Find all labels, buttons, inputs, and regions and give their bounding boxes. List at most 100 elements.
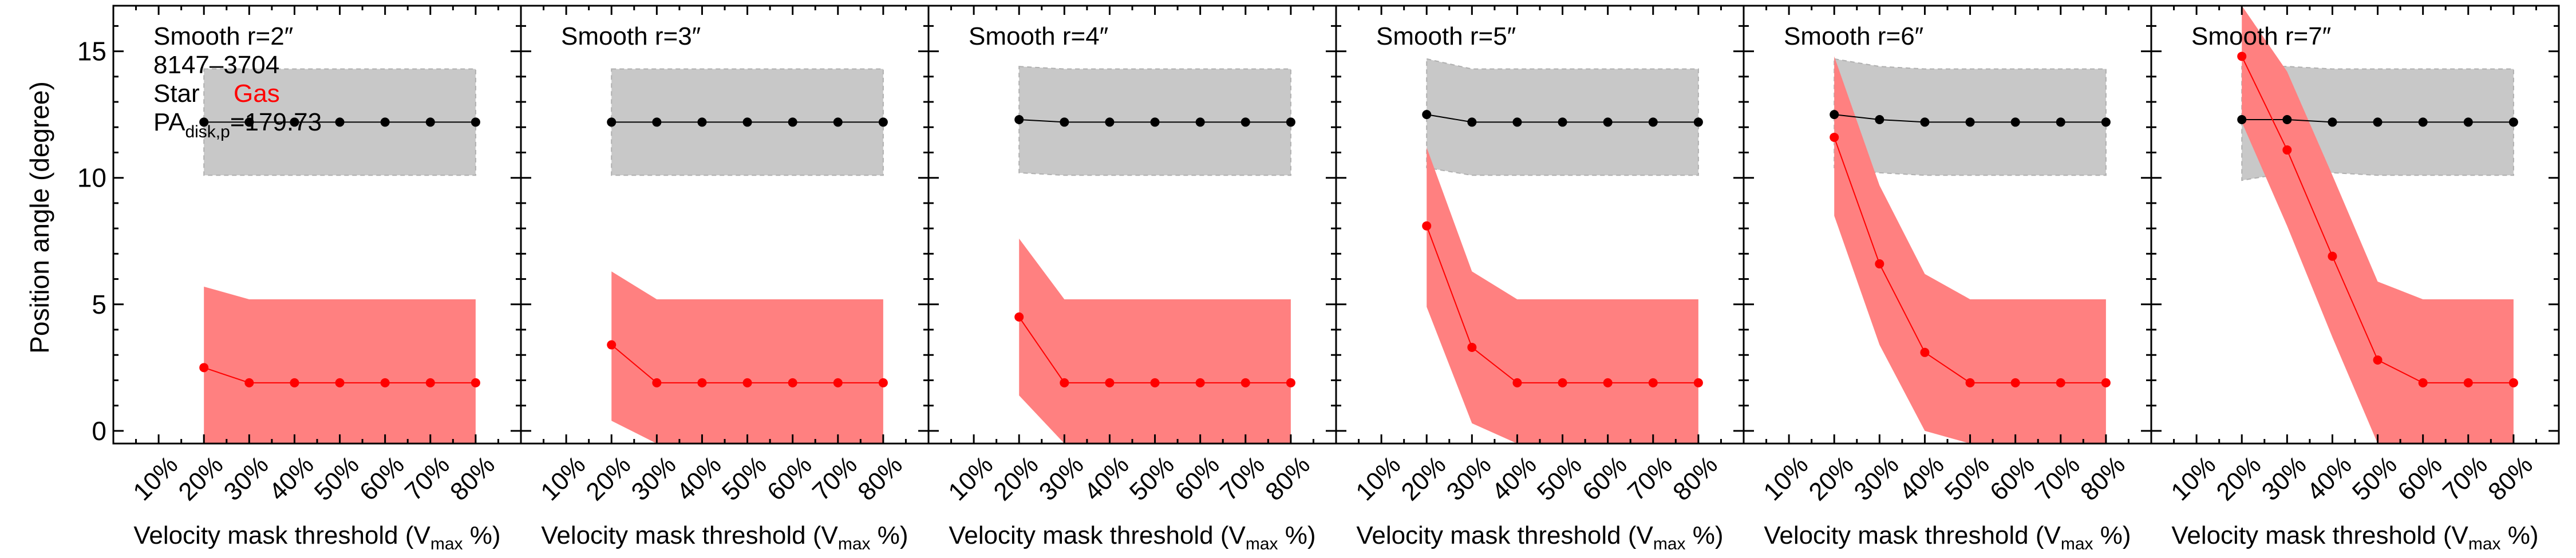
x-tick-label: 10% xyxy=(943,450,998,506)
x-axis-label: Velocity mask threshold (Vmax %) xyxy=(1764,521,2131,553)
x-tick-label: 40% xyxy=(264,450,319,506)
x-tick-label: 80% xyxy=(1668,450,1723,506)
star-point xyxy=(1286,117,1295,127)
x-tick-label: 50% xyxy=(309,450,365,506)
x-axis-label: Velocity mask threshold (Vmax %) xyxy=(949,521,1315,553)
x-tick-label: 20% xyxy=(988,450,1044,506)
panel-title: Smooth r=6″ xyxy=(1784,22,1923,50)
star-point xyxy=(1603,117,1613,127)
x-tick-label: 20% xyxy=(580,450,636,506)
star-point xyxy=(1830,110,1839,120)
star-point xyxy=(2508,117,2518,127)
x-tick-label: 40% xyxy=(1894,450,1950,506)
gas-point xyxy=(1060,378,1069,387)
x-tick-label: 70% xyxy=(807,450,863,506)
plot-area xyxy=(1014,66,1295,444)
star-error-band xyxy=(1834,58,2107,176)
x-tick-label: 60% xyxy=(354,450,410,506)
gas-error-band xyxy=(2242,6,2514,444)
gas-point xyxy=(697,378,707,387)
x-tick-label: 60% xyxy=(2392,450,2448,506)
legend-star: Star xyxy=(153,80,200,108)
gas-point xyxy=(1195,378,1205,387)
x-tick-label: 20% xyxy=(2211,450,2266,506)
panel-title: Smooth r=4″ xyxy=(969,22,1108,50)
x-tick-label: 20% xyxy=(1396,450,1451,506)
star-point xyxy=(1648,117,1658,127)
star-point xyxy=(1512,117,1522,127)
gas-point xyxy=(1558,378,1567,387)
star-point xyxy=(742,117,752,127)
gas-point xyxy=(1105,378,1115,387)
star-point xyxy=(2418,117,2428,127)
star-point xyxy=(788,117,797,127)
gas-error-band xyxy=(1427,147,1698,444)
x-tick-label: 10% xyxy=(1758,450,1814,506)
x-tick-label: 10% xyxy=(1350,450,1406,506)
star-point xyxy=(1105,117,1115,127)
gas-error-band xyxy=(611,271,883,444)
panel-2: 10%20%30%40%50%60%70%80% Velocity mask th… xyxy=(520,5,930,553)
x-tick-label: 50% xyxy=(1939,450,1995,506)
gas-point xyxy=(2508,378,2518,387)
star-point xyxy=(2010,117,2020,127)
x-tick-label: 50% xyxy=(1532,450,1587,506)
gas-point xyxy=(1693,378,1703,387)
gas-point xyxy=(788,378,797,387)
gas-point xyxy=(1467,342,1477,352)
gas-point xyxy=(2101,378,2111,387)
gas-point xyxy=(1422,221,1432,231)
y-tick-label: 15 xyxy=(77,37,106,66)
gas-point xyxy=(2418,378,2428,387)
gas-point xyxy=(607,340,617,350)
gas-point xyxy=(652,378,662,387)
panel-title: Smooth r=5″ xyxy=(1376,22,1516,50)
x-axis-label: Velocity mask threshold (Vmax %) xyxy=(1356,521,1723,553)
star-point xyxy=(1060,117,1069,127)
gas-point xyxy=(1240,378,1250,387)
x-tick-label: 30% xyxy=(2257,450,2312,506)
x-tick-label: 40% xyxy=(2302,450,2357,506)
gas-error-band xyxy=(1834,56,2106,444)
gas-point xyxy=(878,378,888,387)
x-tick-label: 30% xyxy=(1034,450,1089,506)
x-axis-label: Velocity mask threshold (Vmax %) xyxy=(2171,521,2538,553)
x-tick-label: 30% xyxy=(1849,450,1905,506)
star-point xyxy=(833,117,843,127)
star-point xyxy=(1014,114,1024,124)
gas-point xyxy=(1648,378,1658,387)
gas-point xyxy=(2373,355,2383,365)
x-axis-label: Velocity mask threshold (Vmax %) xyxy=(133,521,500,553)
gas-point xyxy=(380,378,390,387)
gas-point xyxy=(2056,378,2065,387)
star-point xyxy=(2101,117,2111,127)
star-point xyxy=(1240,117,1250,127)
gas-point xyxy=(335,378,345,387)
star-point xyxy=(1965,117,1975,127)
plot-area xyxy=(607,68,888,444)
x-tick-label: 50% xyxy=(717,450,772,506)
gas-point xyxy=(1286,378,1295,387)
star-point xyxy=(199,117,209,127)
y-tick-label: 0 xyxy=(92,416,106,446)
plot-area xyxy=(199,68,480,444)
y-axis-label: Position angle (degree) xyxy=(25,81,54,354)
x-tick-label: 40% xyxy=(1079,450,1135,506)
gas-point xyxy=(1603,378,1613,387)
star-point xyxy=(1558,117,1567,127)
star-point xyxy=(1195,117,1205,127)
x-tick-label: 60% xyxy=(1170,450,1225,506)
gas-point xyxy=(425,378,435,387)
x-tick-label: 70% xyxy=(400,450,455,506)
panel-3: 10%20%30%40%50%60%70%80% Velocity mask th… xyxy=(927,5,1337,553)
panel-6: 10%20%30%40%50%60%70%80% Velocity mask th… xyxy=(2150,5,2560,553)
star-point xyxy=(2282,114,2292,124)
panel-1: 0 5 10 15 10%20%30%40%50%60%70%80% Velocity m… xyxy=(77,5,522,553)
gas-point xyxy=(1965,378,1975,387)
gas-point xyxy=(1150,378,1160,387)
panel-title: Smooth r=3″ xyxy=(561,22,701,50)
star-point xyxy=(471,117,480,127)
x-tick-label: 70% xyxy=(1622,450,1678,506)
gas-point xyxy=(1920,347,1930,357)
x-tick-label: 80% xyxy=(2075,450,2131,506)
